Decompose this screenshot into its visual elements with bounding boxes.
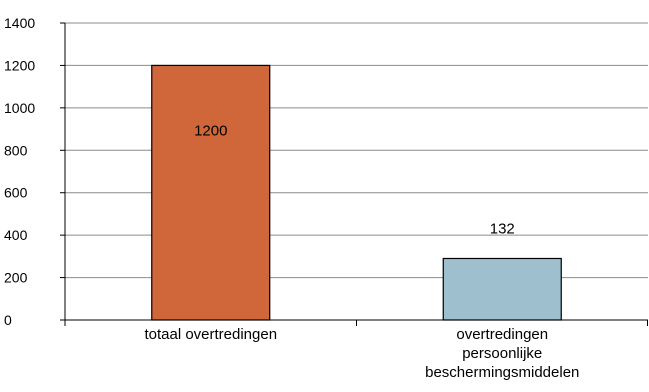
y-axis: 0 200 400 600 800 1000 1200 1400 bbox=[4, 15, 66, 328]
y-tick-label: 1200 bbox=[4, 57, 35, 73]
y-tick-label: 400 bbox=[4, 227, 28, 243]
y-tick-label: 1400 bbox=[4, 15, 35, 31]
x-category-label: overtredingen bbox=[456, 326, 548, 343]
x-category-label: totaal overtredingen bbox=[144, 326, 277, 343]
bars: 1200 132 bbox=[151, 64, 562, 321]
x-category-label: beschermingsmiddelen bbox=[425, 364, 579, 381]
x-category-label: persoonlijke bbox=[462, 345, 542, 362]
y-tick-label: 600 bbox=[4, 185, 28, 201]
y-tick-label: 800 bbox=[4, 142, 28, 158]
y-tick-label: 1000 bbox=[4, 100, 35, 116]
data-label: 132 bbox=[490, 220, 515, 237]
bar bbox=[151, 64, 271, 321]
y-tick-label: 0 bbox=[4, 312, 12, 328]
data-label: 1200 bbox=[194, 122, 227, 139]
bar bbox=[442, 257, 562, 321]
x-axis: totaal overtredingen overtredingen persoon… bbox=[64, 319, 648, 381]
y-tick-label: 200 bbox=[4, 270, 28, 286]
